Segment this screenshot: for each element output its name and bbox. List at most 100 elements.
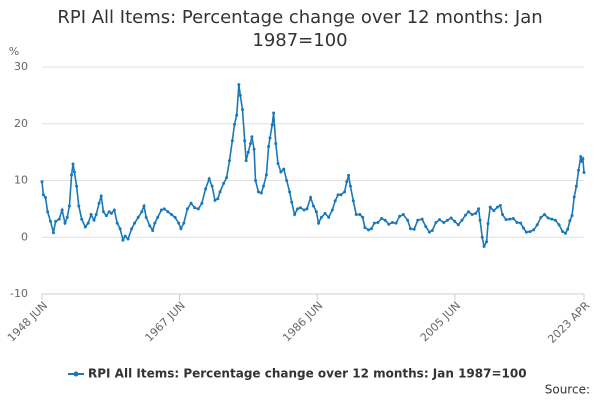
data-point — [216, 197, 220, 201]
data-point — [345, 180, 349, 184]
data-point — [252, 147, 256, 151]
chart-title: RPI All Items: Percentage change over 12… — [57, 7, 543, 51]
data-point — [246, 150, 250, 154]
data-point — [83, 225, 87, 229]
data-point — [369, 227, 373, 231]
data-point — [54, 219, 58, 223]
data-point — [339, 193, 343, 197]
y-tick-label: 30 — [14, 60, 28, 73]
data-point — [466, 210, 470, 214]
data-point — [438, 218, 442, 222]
data-point — [532, 228, 536, 232]
data-point — [182, 221, 186, 225]
data-point — [126, 237, 130, 241]
data-point — [97, 201, 101, 205]
data-point — [492, 209, 496, 213]
data-point — [351, 199, 355, 203]
data-point — [568, 219, 572, 223]
data-point — [222, 181, 226, 185]
data-point — [99, 194, 103, 198]
data-point — [477, 207, 481, 211]
data-point — [248, 142, 252, 146]
data-point — [577, 168, 581, 172]
data-point — [104, 214, 108, 218]
data-point — [290, 200, 294, 204]
data-point — [387, 222, 391, 226]
x-tick-label: 1986 JUN — [280, 299, 325, 344]
data-point — [274, 142, 278, 146]
data-point — [70, 173, 74, 177]
data-point — [442, 220, 446, 224]
data-point — [268, 136, 272, 140]
data-point — [317, 221, 321, 225]
data-point — [478, 218, 482, 222]
data-point — [390, 220, 394, 224]
legend-marker — [73, 371, 79, 377]
data-point — [543, 213, 547, 217]
data-point — [485, 240, 489, 244]
data-point — [486, 222, 490, 226]
y-tick-label: -10 — [10, 287, 28, 300]
y-axis-label: % — [9, 45, 19, 58]
data-point — [488, 205, 492, 209]
data-point — [185, 207, 189, 211]
data-point — [305, 207, 309, 211]
data-point — [238, 93, 242, 97]
data-point — [63, 221, 67, 225]
data-point — [474, 211, 478, 215]
data-point — [445, 218, 449, 222]
data-point — [94, 213, 98, 217]
data-point — [557, 223, 561, 227]
data-point — [501, 213, 505, 217]
data-point — [401, 213, 405, 217]
data-point — [456, 223, 460, 227]
data-point — [77, 204, 81, 208]
data-point — [71, 162, 75, 166]
data-point — [504, 218, 508, 222]
data-point — [460, 218, 464, 222]
x-tick-label: 2023 APR — [545, 299, 592, 346]
data-point — [343, 190, 347, 194]
data-point — [354, 213, 358, 217]
data-point — [193, 206, 197, 210]
data-point — [144, 215, 148, 219]
data-point — [550, 217, 554, 221]
data-point — [582, 171, 586, 175]
data-point — [298, 206, 302, 210]
data-point — [347, 173, 351, 177]
data-point — [151, 228, 155, 232]
data-point — [72, 170, 76, 174]
data-point — [581, 157, 585, 161]
data-point — [383, 218, 387, 222]
data-point — [279, 170, 283, 174]
data-point — [380, 217, 384, 221]
x-tick-label: 1967 JUN — [143, 299, 188, 344]
data-point — [348, 184, 352, 188]
data-point — [140, 210, 144, 214]
data-point — [177, 221, 181, 225]
y-tick-label: 0 — [21, 230, 28, 243]
data-point — [406, 218, 410, 222]
data-point — [179, 227, 183, 231]
data-point — [574, 184, 578, 188]
data-point — [572, 195, 576, 199]
data-point — [482, 244, 486, 248]
data-point — [153, 221, 157, 225]
data-point — [394, 221, 398, 225]
data-point — [200, 201, 204, 205]
data-point — [564, 231, 568, 235]
data-point — [230, 139, 234, 143]
data-point — [115, 221, 119, 225]
data-point — [65, 215, 69, 219]
data-point — [330, 208, 334, 212]
data-point — [159, 208, 163, 212]
data-point — [561, 230, 565, 234]
data-point — [46, 210, 50, 214]
data-point — [376, 220, 380, 224]
data-point — [218, 190, 222, 194]
data-point — [311, 204, 315, 208]
data-point — [515, 220, 519, 224]
data-point — [453, 219, 457, 223]
data-point — [250, 135, 254, 139]
